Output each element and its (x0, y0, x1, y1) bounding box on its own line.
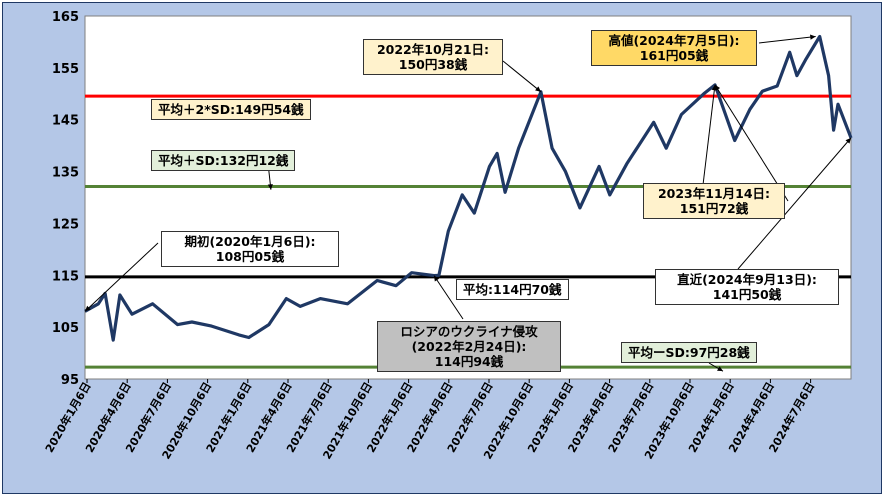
annotation-arrowhead (845, 137, 851, 144)
annotation-latest-line2: 141円50銭 (712, 287, 782, 302)
annotation-connector (702, 84, 716, 186)
annotation-arrowhead (717, 366, 723, 372)
annotation-connector (84, 242, 159, 312)
annotation-arrowhead (85, 305, 91, 312)
annotation-nov-2023: 2023年11月14日: 151円72銭 (643, 183, 785, 219)
y-tick-label: 115 (52, 269, 79, 284)
annotation-ukraine-line2: (2022年2月24日): (411, 339, 527, 354)
annotation-ukraine-line1: ロシアのウクライナ侵攻 (400, 324, 538, 339)
annotation-start: 期初(2020年1月6日): 108円05銭 (161, 231, 339, 267)
annotation-arrowhead (810, 34, 816, 40)
annotation-latest-line1: 直近(2024年9月13日): (677, 272, 817, 287)
label-mean: 平均:114円70銭 (456, 279, 569, 300)
annotation-connector (758, 35, 816, 44)
annotation-nov-2023-line1: 2023年11月14日: (657, 186, 771, 201)
annotation-arrowhead (535, 86, 541, 92)
y-tick-label: 145 (52, 114, 79, 129)
annotation-connector (433, 275, 464, 320)
usd-jpy-chart: 951051151251351451551652020年1月6日2020年4月6… (42, 10, 853, 461)
annotation-ukraine: ロシアのウクライナ侵攻 (2022年2月24日): 114円94銭 (377, 321, 561, 372)
y-tick-label: 95 (61, 373, 79, 388)
series-line (84, 34, 853, 342)
y-tick-label: 155 (52, 62, 79, 77)
annotation-peak-2022: 2022年10月21日: 150円38銭 (363, 39, 503, 75)
label-plus-2sd: 平均＋2*SD:149円54銭 (151, 99, 311, 120)
annotation-peak-2022-line1: 2022年10月21日: (376, 42, 490, 57)
annotation-peak-2022-line2: 150円38銭 (398, 57, 468, 72)
annotation-start-line2: 108円05銭 (215, 249, 285, 264)
annotation-high-line2: 161円05銭 (639, 48, 709, 63)
y-tick-label: 135 (52, 166, 79, 181)
annotation-connector (714, 84, 789, 202)
y-tick-label: 105 (52, 321, 79, 336)
y-tick-label: 165 (52, 10, 79, 25)
annotation-arrowhead (714, 84, 721, 91)
annotation-connector (502, 60, 542, 93)
annotation-connector (737, 137, 852, 270)
label-plus-sd: 平均＋SD:132円12銭 (151, 150, 296, 171)
annotation-arrowhead (267, 184, 273, 190)
annotation-nov-2023-line2: 151円72銭 (679, 201, 749, 216)
annotation-arrowhead (433, 275, 440, 282)
annotation-high: 高値(2024年7月5日): 161円05銭 (591, 30, 757, 66)
annotation-ukraine-line3: 114円94銭 (434, 354, 504, 369)
annotation-latest: 直近(2024年9月13日): 141円50銭 (655, 269, 839, 305)
label-minus-sd: 平均ーSD:97円28銭 (621, 342, 757, 363)
annotation-high-line1: 高値(2024年7月5日): (608, 33, 740, 48)
y-tick-label: 125 (52, 217, 79, 232)
annotation-start-line1: 期初(2020年1月6日): (184, 234, 316, 249)
